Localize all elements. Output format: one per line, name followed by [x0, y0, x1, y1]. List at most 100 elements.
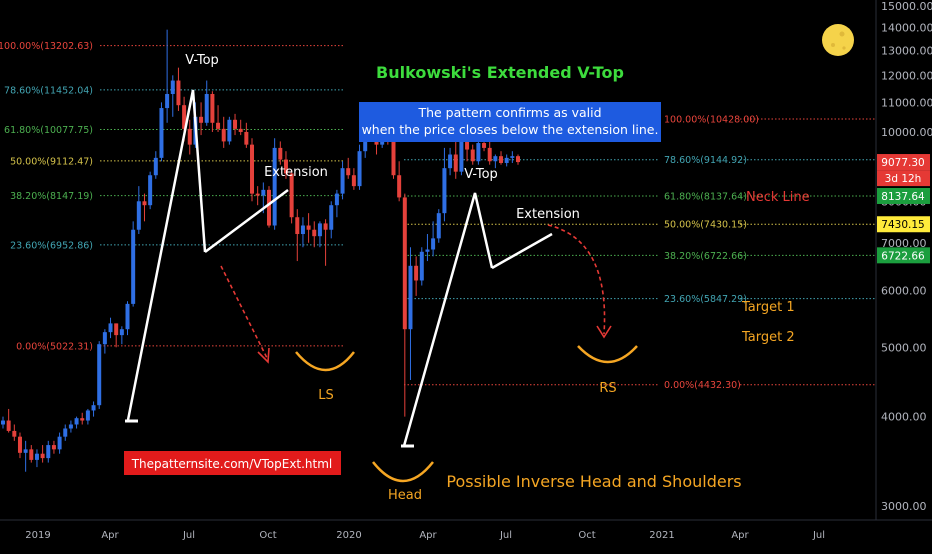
inverse-hs-label: Possible Inverse Head and Shoulders — [446, 472, 741, 491]
fib-right-label: 38.20%(6722.66) — [664, 251, 747, 262]
neck-line-label: Neck Line — [746, 190, 810, 205]
candle-body — [57, 436, 62, 450]
site-banner — [124, 451, 341, 475]
candle-body — [91, 405, 96, 411]
candle-body — [442, 168, 447, 214]
extension-1-label: Extension — [264, 165, 328, 180]
candle-body — [46, 445, 51, 459]
candle-body — [289, 173, 294, 218]
price-badge — [877, 247, 930, 264]
y-axis-tick-label: 3000.00 — [881, 500, 927, 513]
candle-body — [102, 332, 107, 345]
candle-body — [80, 418, 85, 421]
price-badge — [877, 170, 930, 187]
x-axis-tick-label: Jul — [499, 530, 512, 541]
candle-body — [1, 420, 5, 425]
candle-body — [261, 189, 266, 196]
candle-body — [108, 323, 113, 333]
candle-body — [272, 147, 277, 226]
info-box-line-1: The pattern confirms as valid — [417, 105, 601, 120]
info-box-line-2: when the price closes below the extensio… — [362, 122, 659, 137]
x-axis-tick-label: Oct — [259, 530, 276, 541]
candle-body — [306, 225, 311, 230]
candle-body — [425, 249, 430, 252]
candle-body — [199, 116, 204, 123]
candle-body — [244, 131, 249, 145]
y-axis-tick-label: 11000.00 — [881, 96, 932, 109]
head-label: Head — [388, 488, 422, 503]
fib-left-label: 78.60%(11452.04) — [4, 85, 93, 96]
site-banner-text[interactable]: Thepatternsite.com/VTopExt.html — [131, 457, 333, 471]
x-axis-tick-label: Apr — [101, 530, 119, 541]
candle-body — [317, 223, 322, 237]
candle-body — [23, 449, 28, 453]
fib-left-label: 38.20%(8147.19) — [10, 191, 93, 202]
candle-body — [329, 205, 334, 230]
price-badge-label: 6722.66 — [881, 250, 925, 262]
y-axis-tick-label: 5000.00 — [881, 341, 927, 354]
candle-body — [334, 193, 339, 206]
candle-body — [357, 151, 362, 187]
candle-body — [170, 80, 175, 94]
ls-arc — [295, 351, 355, 372]
candle-body — [453, 154, 458, 172]
rs-arc — [577, 345, 638, 364]
chart-title: Bulkowski's Extended V-Top — [376, 63, 624, 82]
x-axis-tick-label: Apr — [419, 530, 437, 541]
price-badge-label: 9077.30 — [881, 157, 924, 169]
price-badge-label: 7430.15 — [881, 219, 924, 231]
candle-body — [97, 344, 102, 406]
fib-right-label: 61.80%(8137.64) — [664, 191, 747, 202]
x-axis-tick-label: Apr — [731, 530, 749, 541]
price-badge-label: 8137.64 — [881, 191, 925, 203]
y-axis-tick-label: 6000.00 — [881, 285, 927, 298]
target-1-label: Target 1 — [741, 300, 795, 315]
candle-body — [68, 424, 73, 429]
candle-body — [278, 147, 283, 160]
x-axis-tick-label: 2020 — [336, 530, 361, 541]
fib-right-label: 0.00%(4432.30) — [664, 380, 741, 391]
fib-left-label: 100.00%(13202.63) — [0, 41, 93, 52]
fib-left-label: 50.00%(9112.47) — [10, 156, 93, 167]
candle-body — [346, 168, 351, 176]
fib-left-label: 0.00%(5022.31) — [16, 341, 93, 352]
candle-body — [499, 156, 504, 163]
head-arc — [372, 461, 434, 483]
candle-body — [51, 445, 56, 450]
candle-body — [436, 213, 441, 239]
candle-body — [114, 323, 119, 336]
y-axis-tick-label: 14000.00 — [881, 21, 932, 34]
candle-body — [431, 238, 436, 250]
candle-body — [74, 418, 79, 425]
x-axis-tick-label: Jul — [182, 530, 195, 541]
candle-body — [459, 141, 464, 172]
candle-body — [159, 108, 164, 158]
candle-body — [363, 135, 368, 152]
price-badge — [877, 216, 930, 233]
x-axis-tick-label: Jul — [812, 530, 825, 541]
rs-label: RS — [599, 381, 616, 396]
info-box — [359, 102, 661, 142]
candle-body — [504, 157, 509, 163]
candle-body — [142, 201, 147, 206]
candle-body — [40, 453, 45, 459]
candle-body — [131, 229, 136, 304]
candle-body — [238, 128, 243, 132]
candle-body — [510, 156, 515, 158]
extension-line-1 — [204, 188, 289, 254]
candle-body — [300, 225, 305, 235]
y-axis-tick-label: 10000.00 — [881, 126, 932, 139]
price-badges: 9077.30 3d 12h 8137.64 7430.15 6722.66 — [877, 154, 930, 264]
candle-body — [85, 410, 90, 421]
candle-body — [414, 265, 419, 281]
candle-body — [255, 193, 260, 196]
candle-body — [17, 436, 22, 453]
candle-body — [153, 157, 158, 176]
x-axis: 2019 Apr Jul Oct 2020 Apr Jul Oct 2021 Apr Jul — [0, 519, 932, 541]
candle-body — [176, 80, 181, 106]
candle-body — [493, 156, 498, 162]
price-badge-label: 3d 12h — [885, 173, 922, 185]
candle-body — [182, 105, 187, 129]
candle-body — [465, 141, 470, 150]
